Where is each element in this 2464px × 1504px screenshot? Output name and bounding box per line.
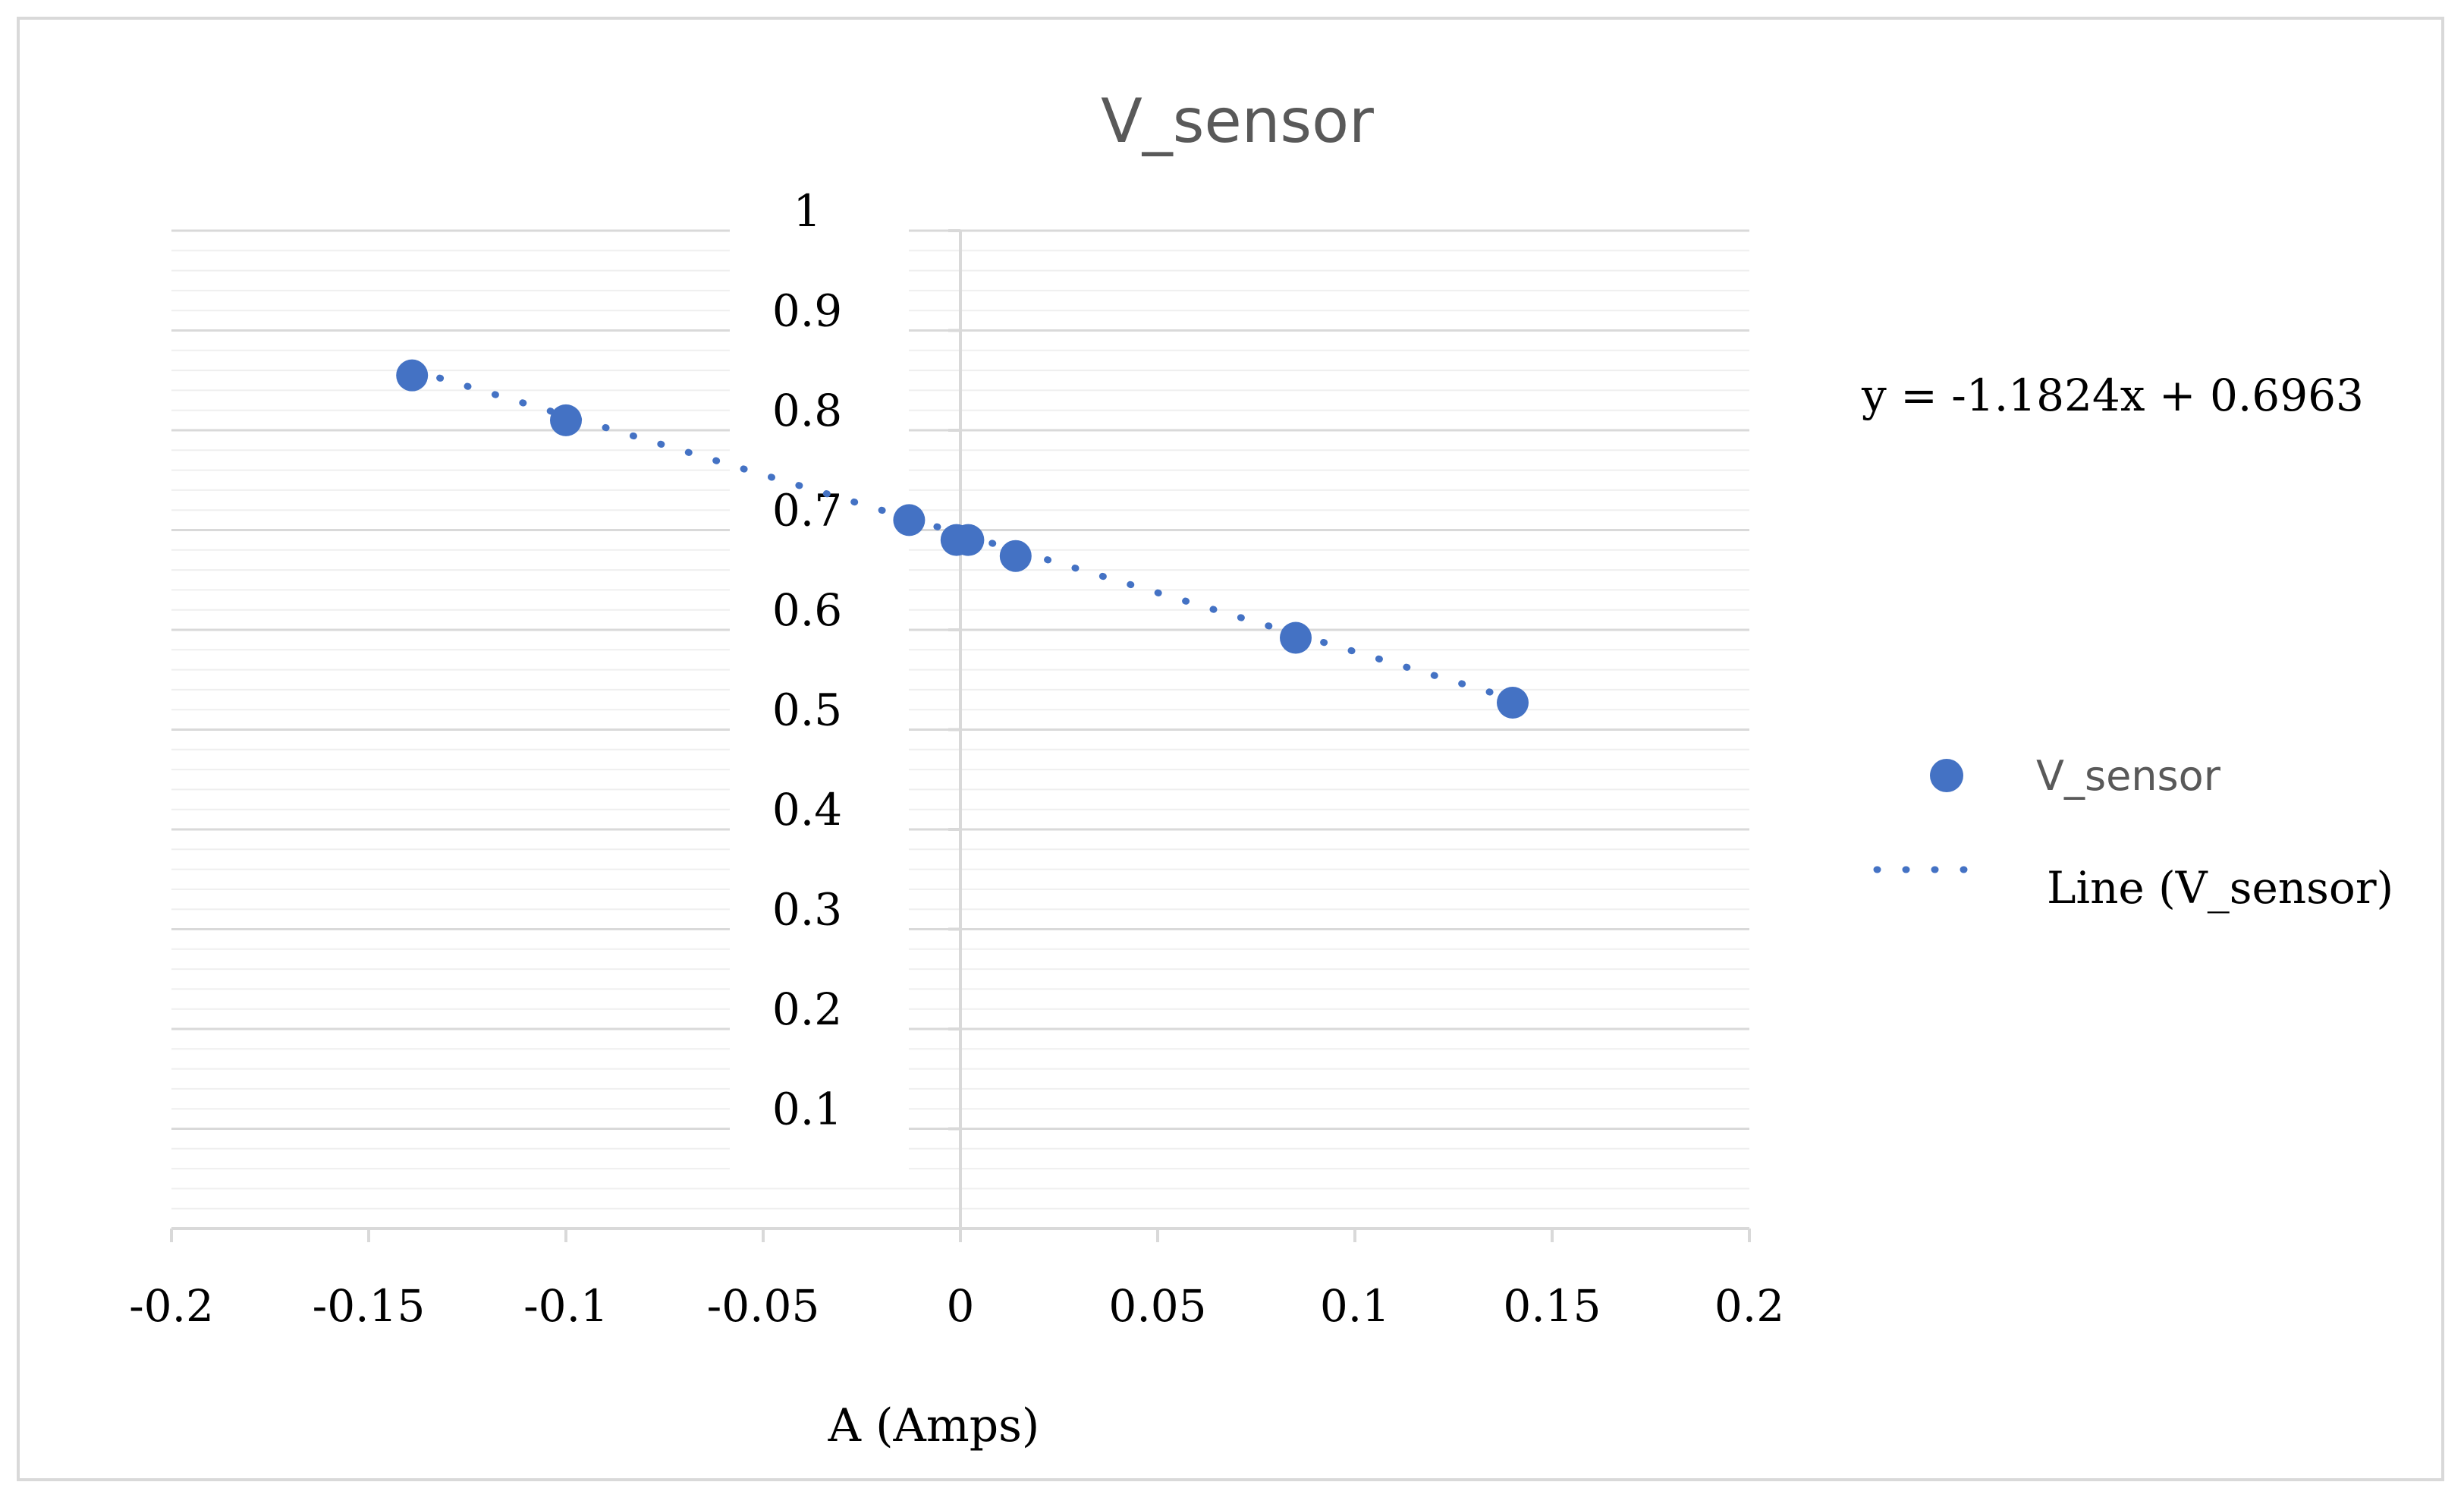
data-point [1280,621,1312,654]
y-tick-label: 0.6 [772,584,842,636]
data-point [1497,686,1529,719]
data-point [999,540,1032,572]
legend-label-trendline: Line (V_sensor) [2047,862,2393,914]
data-points [396,359,1529,719]
y-tick-label: 0.1 [772,1084,842,1135]
y-tick-label: 0.2 [772,983,842,1035]
legend: V_sensor Line (V_sensor) [1873,752,2393,914]
y-tick-label: 0.9 [772,285,842,337]
trendline-equation: y = -1.1824x + 0.6963 [1861,370,2364,421]
x-tick-label: -0.15 [313,1280,426,1332]
x-tick-label: 0 [947,1280,975,1332]
chart-title: V_sensor [1101,86,1374,156]
x-tick-label: -0.1 [523,1280,608,1332]
y-tick-label-background [730,227,909,1185]
y-tick-label: 0.4 [772,784,842,835]
x-tick-label: -0.05 [707,1280,820,1332]
chart-frame: -0.2 -0.15 -0.1 -0.05 0 0.05 0.1 0.15 0.2 0.1 0.2… [17,17,2444,1481]
y-tick-label: 1 [794,185,822,237]
x-tick-label: 0.1 [1320,1280,1390,1332]
x-tick-label: -0.2 [129,1280,214,1332]
y-tick-labels: 0.1 0.2 0.3 0.4 0.5 0.6 0.7 0.8 0.9 1 [772,185,960,1135]
data-point [893,504,926,536]
x-tick-label: 0.15 [1503,1280,1601,1332]
legend-label-v-sensor: V_sensor [2036,752,2221,800]
legend-marker-v-sensor [1930,759,1963,792]
x-tick-labels: -0.2 -0.15 -0.1 -0.05 0 0.05 0.1 0.15 0.2 [129,1229,1784,1332]
x-axis-label: A (Amps) [828,1399,1040,1452]
y-tick-label: 0.5 [772,684,842,736]
x-tick-label: 0.2 [1714,1280,1784,1332]
x-tick-label: 0.05 [1108,1280,1206,1332]
y-tick-label: 0.3 [772,884,842,936]
chart: -0.2 -0.15 -0.1 -0.05 0 0.05 0.1 0.15 0.2 0.1 0.2… [129,86,2393,1452]
y-tick-label: 0.7 [772,485,842,536]
data-point [952,524,985,556]
data-point [396,359,429,392]
data-point [550,404,582,436]
y-tick-label: 0.8 [772,385,842,436]
